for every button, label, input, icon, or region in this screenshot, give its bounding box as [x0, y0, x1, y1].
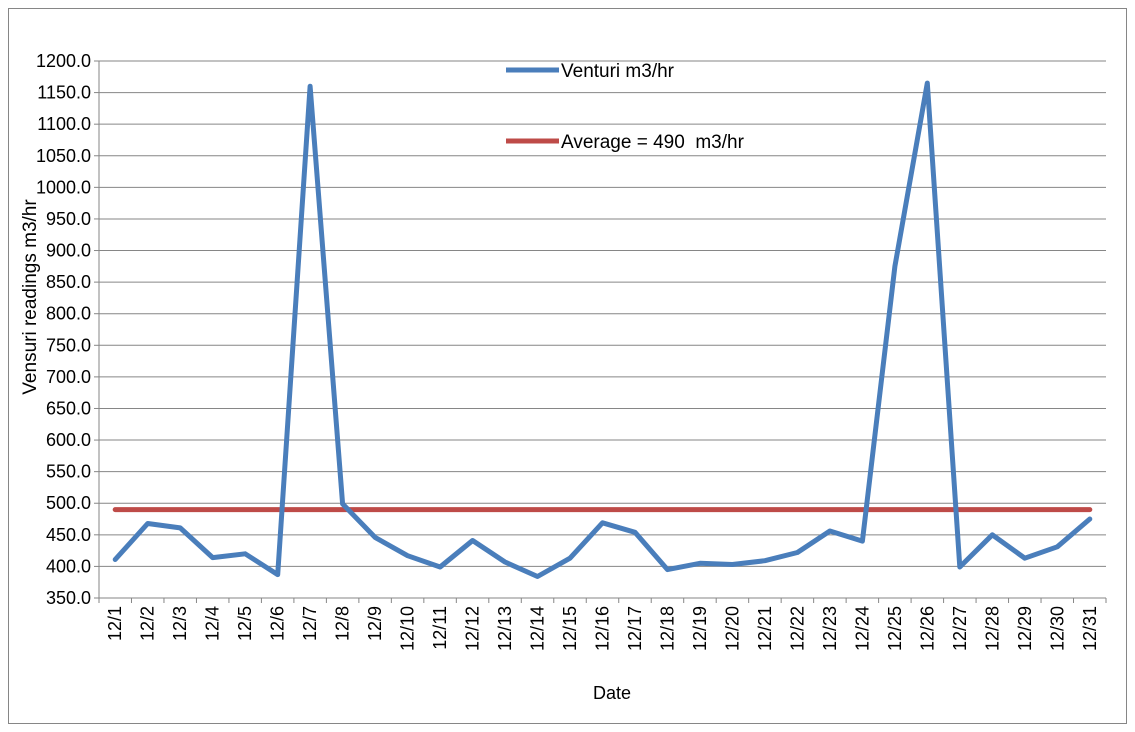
x-tick-label: 12/20	[722, 606, 742, 651]
y-tick-label: 1050.0	[36, 146, 91, 166]
x-tick-label: 12/26	[917, 606, 937, 651]
y-tick-label: 1200.0	[36, 51, 91, 71]
x-tick-labels: 12/1 12/2 12/3 12/4 12/5 12/6 12/7 12/8 12/9 12/1…	[105, 606, 1100, 651]
x-tick-label: 12/4	[203, 606, 223, 641]
x-tick-label: 12/31	[1080, 606, 1100, 651]
y-tick-label: 1150.0	[37, 83, 91, 103]
y-tick-label: 1000.0	[36, 177, 91, 197]
x-tick-label: 12/14	[528, 606, 548, 651]
y-tick-label: 700.0	[46, 367, 91, 387]
line-chart: 350.0 400.0 450.0 500.0 550.0 600.0 650.0 700.0…	[20, 51, 1107, 703]
x-tick-label: 12/9	[365, 606, 385, 641]
x-tick-label: 12/12	[463, 606, 483, 651]
legend-label: Average = 490 m3/hr	[561, 132, 745, 153]
x-tick-label: 12/30	[1047, 606, 1067, 651]
y-tick-label: 800.0	[46, 304, 91, 324]
y-tick-label: 950.0	[46, 209, 91, 229]
x-tick-label: 12/2	[138, 606, 158, 641]
y-tick-label: 500.0	[46, 493, 91, 513]
y-tick-label: 1100.0	[37, 114, 91, 134]
y-tick-label: 900.0	[46, 241, 91, 261]
gridlines	[99, 60, 1106, 567]
x-tick-label: 12/11	[430, 606, 450, 650]
y-tick-label: 600.0	[46, 430, 91, 450]
y-tick-label: 650.0	[46, 398, 91, 418]
series-group	[112, 80, 1093, 579]
x-tick-label: 12/6	[268, 606, 288, 641]
y-tick-label: 450.0	[46, 525, 91, 545]
x-tick-label: 12/8	[333, 606, 353, 641]
x-tick-label: 12/23	[820, 606, 840, 651]
y-tick-label: 850.0	[46, 272, 91, 292]
x-tick-label: 12/24	[852, 606, 872, 651]
x-tick-label: 12/29	[1015, 606, 1035, 651]
y-tick-labels: 350.0 400.0 450.0 500.0 550.0 600.0 650.0 700.0…	[36, 51, 91, 608]
axes	[94, 60, 1107, 603]
x-tick-label: 12/7	[300, 606, 320, 641]
x-tick-label: 12/28	[982, 606, 1002, 651]
x-tick-label: 12/21	[755, 606, 775, 651]
legend: Venturi m3/hr Average = 490 m3/hr	[506, 61, 745, 153]
x-tick-label: 12/25	[885, 606, 905, 651]
y-tick-label: 350.0	[46, 588, 91, 608]
x-tick-label: 12/22	[787, 606, 807, 651]
x-tick-label: 12/13	[495, 606, 515, 651]
y-axis-label: Vensuri readings m3/hr	[20, 199, 41, 395]
y-tick-label: 550.0	[46, 462, 91, 482]
x-tick-label: 12/18	[657, 606, 677, 651]
x-tick-label: 12/5	[235, 606, 255, 641]
x-tick-label: 12/10	[398, 606, 418, 651]
y-tick-label: 750.0	[46, 335, 91, 355]
venturi-series-line	[112, 80, 1093, 579]
x-tick-label: 12/16	[593, 606, 613, 651]
x-tick-label: 12/17	[625, 606, 645, 651]
x-tick-label: 12/1	[105, 606, 125, 641]
x-tick-label: 12/27	[950, 606, 970, 651]
y-tick-label: 400.0	[46, 556, 91, 576]
chart-frame: 350.0 400.0 450.0 500.0 550.0 600.0 650.0 700.0…	[8, 8, 1127, 724]
x-tick-label: 12/19	[690, 606, 710, 651]
x-tick-label: 12/15	[560, 606, 580, 651]
legend-label: Venturi m3/hr	[561, 61, 675, 82]
x-axis-label: Date	[593, 683, 631, 703]
x-tick-label: 12/3	[170, 606, 190, 641]
